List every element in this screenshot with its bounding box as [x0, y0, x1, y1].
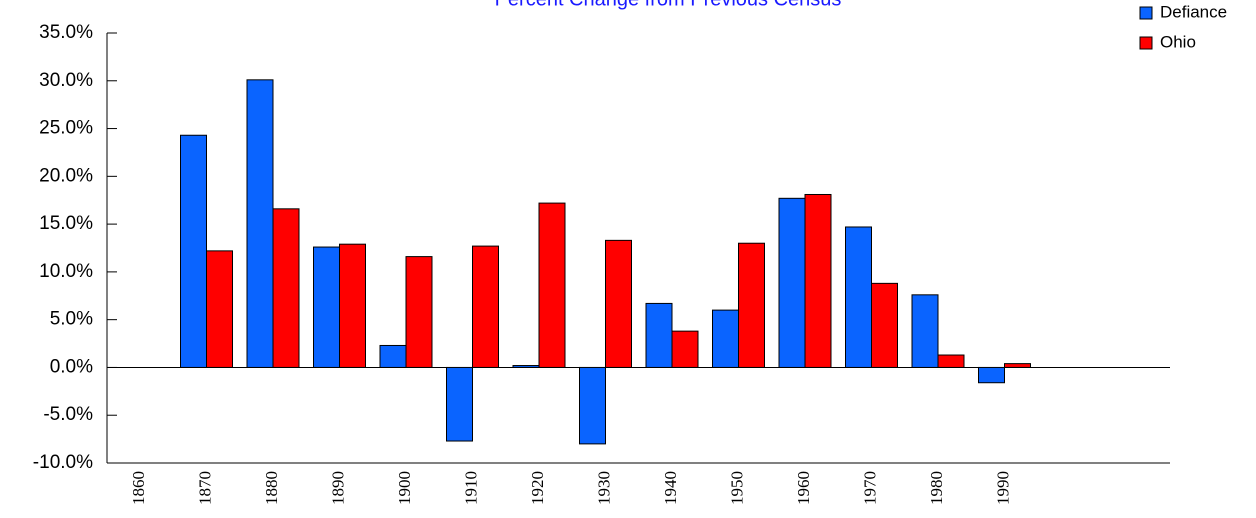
- y-tick-label: 35.0%: [39, 22, 93, 43]
- bar: [206, 250, 233, 368]
- bar: [645, 302, 673, 368]
- y-tick-label: -5.0%: [43, 404, 93, 425]
- x-tick-label: 1880: [262, 471, 281, 505]
- bar: [313, 246, 340, 368]
- bar: [379, 344, 407, 368]
- bar: [978, 366, 1005, 384]
- x-tick-label: 1860: [129, 471, 148, 505]
- y-tick-label: -10.0%: [33, 452, 93, 473]
- bar: [579, 366, 606, 445]
- bar: [1004, 363, 1031, 368]
- legend-swatch: [1139, 6, 1153, 20]
- y-tick-label: 0.0%: [50, 356, 93, 377]
- y-tick-label: 10.0%: [39, 261, 93, 282]
- x-tick-label: 1940: [661, 471, 680, 505]
- x-tick-label: 1920: [528, 471, 547, 505]
- y-tick-label: 25.0%: [39, 118, 93, 139]
- legend-label: Ohio: [1160, 32, 1196, 51]
- x-tick-label: 1970: [860, 471, 879, 505]
- bar: [512, 365, 540, 368]
- bar: [339, 243, 366, 368]
- chart-title: Percent Change from Previous Census: [495, 0, 842, 10]
- bar: [180, 134, 207, 368]
- bar: [778, 197, 806, 368]
- x-tick-label: 1870: [195, 471, 214, 505]
- bar: [911, 294, 939, 368]
- bar: [671, 330, 699, 368]
- bar: [472, 245, 499, 368]
- bar: [246, 79, 274, 368]
- x-tick-label: 1910: [461, 471, 480, 505]
- bar: [446, 366, 473, 442]
- y-tick-label: 20.0%: [39, 165, 93, 186]
- bar: [605, 239, 632, 368]
- x-tick-label: 1980: [927, 471, 946, 505]
- bar: [405, 256, 433, 368]
- bar: [272, 208, 300, 368]
- y-tick-label: 30.0%: [39, 70, 93, 91]
- bar: [937, 354, 965, 368]
- bar: [871, 282, 898, 368]
- y-tick-label: 5.0%: [50, 309, 93, 330]
- x-tick-label: 1950: [727, 471, 746, 505]
- legend-label: Defiance: [1160, 2, 1227, 21]
- y-tick-label: 15.0%: [39, 213, 93, 234]
- bar: [804, 193, 832, 368]
- x-tick-label: 1990: [993, 471, 1012, 505]
- x-tick-label: 1930: [594, 471, 613, 505]
- legend-swatch: [1139, 36, 1153, 50]
- bar: [712, 309, 739, 368]
- x-tick-label: 1960: [794, 471, 813, 505]
- bar: [538, 202, 566, 368]
- bar: [738, 242, 765, 368]
- x-tick-label: 1900: [395, 471, 414, 505]
- bar: [845, 226, 872, 368]
- x-tick-label: 1890: [328, 471, 347, 505]
